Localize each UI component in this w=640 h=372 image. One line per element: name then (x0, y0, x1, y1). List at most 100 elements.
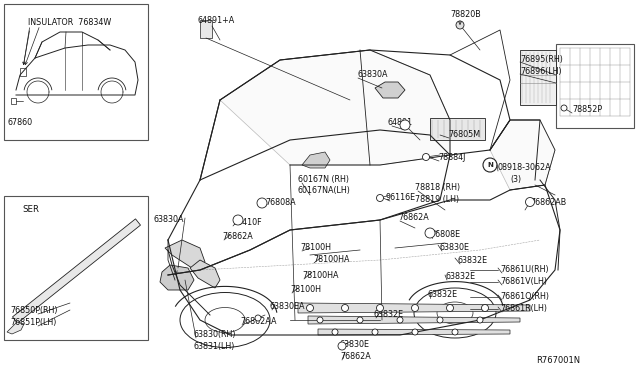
Circle shape (376, 195, 383, 202)
Circle shape (376, 305, 383, 311)
Text: 63830(RH): 63830(RH) (193, 330, 236, 339)
Text: 64891: 64891 (388, 118, 413, 127)
Text: 76861Q(RH): 76861Q(RH) (500, 292, 549, 301)
Polygon shape (490, 120, 555, 190)
Text: (3): (3) (510, 175, 521, 184)
Circle shape (233, 215, 243, 225)
Bar (4, 196, 148, 340)
Polygon shape (308, 316, 520, 324)
Bar (11, 98, 16, 104)
Text: 76808A: 76808A (265, 198, 296, 207)
Circle shape (412, 305, 419, 311)
Polygon shape (165, 240, 205, 268)
Text: 76805M: 76805M (448, 130, 480, 139)
Polygon shape (298, 303, 530, 313)
Text: 76895(RH): 76895(RH) (520, 55, 563, 64)
Circle shape (561, 105, 567, 111)
Circle shape (437, 317, 443, 323)
Text: 63832E: 63832E (458, 256, 488, 265)
Ellipse shape (437, 302, 473, 324)
Text: 63830EA: 63830EA (270, 302, 305, 311)
Text: 64891+A: 64891+A (198, 16, 236, 25)
Ellipse shape (414, 288, 496, 338)
Text: 76410F: 76410F (232, 218, 262, 227)
Text: 63832E: 63832E (374, 310, 404, 319)
Circle shape (307, 305, 314, 311)
Text: 63830E: 63830E (440, 243, 470, 252)
Circle shape (425, 228, 435, 238)
Text: 76861R(LH): 76861R(LH) (500, 304, 547, 313)
Circle shape (338, 342, 346, 350)
Text: 60167NA(LH): 60167NA(LH) (298, 186, 351, 195)
Circle shape (400, 120, 410, 130)
Text: 78819 (LH): 78819 (LH) (415, 195, 459, 204)
Text: SER: SER (22, 205, 39, 214)
Bar (556, 44, 634, 128)
Polygon shape (220, 50, 450, 165)
Circle shape (447, 305, 454, 311)
Circle shape (342, 305, 349, 311)
Text: INSULATOR  76834W: INSULATOR 76834W (28, 18, 111, 27)
Circle shape (317, 317, 323, 323)
Text: 76896(LH): 76896(LH) (520, 67, 562, 76)
Text: 76862A: 76862A (222, 232, 253, 241)
Ellipse shape (180, 292, 270, 347)
Text: 76862A: 76862A (398, 213, 429, 222)
Text: 63830E: 63830E (340, 340, 370, 349)
Circle shape (477, 317, 483, 323)
Text: 78820B: 78820B (450, 10, 481, 19)
Text: 76808E: 76808E (430, 230, 460, 239)
Circle shape (525, 198, 534, 206)
Text: 63831(LH): 63831(LH) (193, 342, 234, 351)
Text: R767001N: R767001N (536, 356, 580, 365)
Text: 08918-3062A: 08918-3062A (497, 163, 550, 172)
Circle shape (255, 315, 261, 321)
Text: 76861U(RH): 76861U(RH) (500, 265, 548, 274)
Text: 78818 (RH): 78818 (RH) (415, 183, 460, 192)
Bar (200, 20, 212, 38)
Text: 76861V(LH): 76861V(LH) (500, 277, 547, 286)
Polygon shape (375, 82, 405, 98)
Circle shape (412, 329, 418, 335)
Polygon shape (7, 322, 24, 334)
Polygon shape (318, 329, 510, 335)
Text: 78100HA: 78100HA (313, 255, 349, 264)
Text: 60167N (RH): 60167N (RH) (298, 175, 349, 184)
Text: 76850P(RH): 76850P(RH) (10, 306, 58, 315)
Circle shape (481, 305, 488, 311)
Bar (20, 68, 26, 76)
Text: N: N (487, 162, 493, 168)
Bar (520, 50, 556, 105)
Circle shape (422, 154, 429, 160)
Text: 67860: 67860 (8, 118, 33, 127)
Text: 76862A: 76862A (340, 352, 371, 361)
Circle shape (332, 329, 338, 335)
Text: 78852P: 78852P (572, 105, 602, 114)
Text: 76862AB: 76862AB (530, 198, 566, 207)
Circle shape (452, 329, 458, 335)
Text: 63832E: 63832E (428, 290, 458, 299)
Circle shape (357, 317, 363, 323)
Polygon shape (13, 219, 141, 323)
Text: 76862AA: 76862AA (240, 317, 276, 326)
Circle shape (483, 158, 497, 172)
Text: 78884J: 78884J (438, 153, 465, 162)
Text: 78100HA: 78100HA (302, 271, 339, 280)
Text: 78100H: 78100H (290, 285, 321, 294)
Text: 78100H: 78100H (300, 243, 331, 252)
Bar (4, 4, 148, 140)
Ellipse shape (205, 308, 245, 333)
Circle shape (257, 198, 267, 208)
Bar (430, 118, 485, 140)
Text: 63830A: 63830A (358, 70, 388, 79)
Polygon shape (160, 265, 194, 290)
Text: 76851P(LH): 76851P(LH) (10, 318, 56, 327)
Text: 96116E: 96116E (386, 193, 416, 202)
Text: 63830A: 63830A (153, 215, 184, 224)
Text: 63832E: 63832E (445, 272, 475, 281)
Circle shape (456, 21, 464, 29)
Circle shape (372, 329, 378, 335)
Polygon shape (302, 152, 330, 168)
Polygon shape (190, 260, 220, 288)
Circle shape (397, 317, 403, 323)
